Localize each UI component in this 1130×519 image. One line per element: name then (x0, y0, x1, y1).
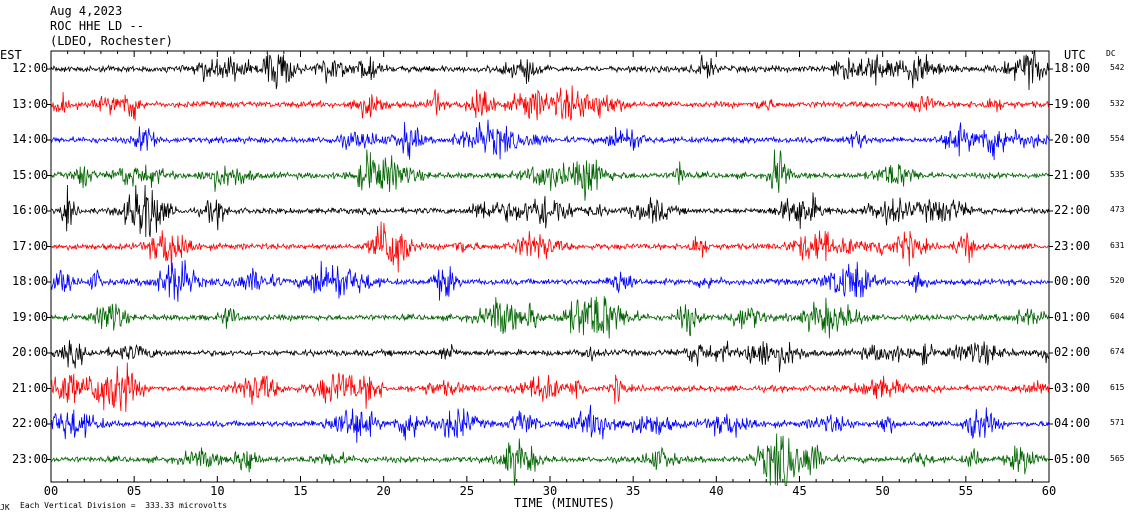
trace-line (50, 221, 1050, 273)
est-tick-label: 18:00 (12, 274, 49, 288)
utc-tick-label: 05:00 (1054, 451, 1091, 466)
trace-line (50, 362, 1050, 413)
trace-line (50, 433, 1050, 486)
trace-line (50, 340, 1050, 373)
trace-line (50, 296, 1050, 339)
est-tick-label: 15:00 (12, 167, 49, 182)
utc-tick-label: 04:00 (1054, 416, 1091, 430)
dc-value: 565 (1110, 453, 1125, 463)
dc-value: 674 (1110, 347, 1125, 356)
x-tick-label: 55 (958, 484, 974, 498)
trace-line (50, 184, 1050, 238)
utc-tick-label: 18:00 (1054, 61, 1091, 75)
footer-mark: JK (0, 503, 10, 512)
x-tick-label: 15 (293, 484, 308, 498)
dc-value: 571 (1110, 418, 1125, 427)
dc-value: 554 (1110, 134, 1125, 143)
dc-value: 520 (1110, 276, 1125, 285)
dc-value: 542 (1110, 63, 1125, 72)
trace-line (50, 85, 1050, 121)
utc-tick-label: 23:00 (1054, 238, 1091, 253)
header-network: (LDEO, Rochester) (50, 34, 173, 48)
dc-label: DC (1106, 49, 1116, 58)
utc-tick-label: 21:00 (1054, 167, 1091, 182)
x-axis-title: TIME (MINUTES) (514, 496, 616, 510)
plot-frame (50, 50, 1050, 483)
x-tick-label: 30 (542, 484, 558, 498)
dc-value: 473 (1110, 205, 1125, 214)
x-tick-label: 50 (875, 484, 890, 498)
utc-tick-label: 20:00 (1054, 132, 1091, 146)
x-tick-label: 60 (1041, 484, 1057, 498)
est-tick-label: 14:00 (12, 132, 49, 146)
est-tick-label: 12:00 (12, 61, 49, 75)
trace-line (50, 259, 1050, 302)
dc-value: 615 (1110, 382, 1125, 392)
est-tick-label: 19:00 (12, 309, 49, 324)
header-station: ROC HHE LD -- (50, 19, 144, 33)
dc-value: 631 (1110, 240, 1125, 250)
scale-note: Each Vertical Division = 333.33 microvol… (20, 501, 228, 510)
est-tick-label: 23:00 (12, 451, 49, 466)
utc-tick-label: 19:00 (1054, 96, 1091, 111)
x-tick-label: 20 (376, 484, 391, 498)
trace-line (50, 119, 1050, 161)
utc-tick-label: 22:00 (1054, 203, 1091, 217)
est-tick-label: 21:00 (12, 380, 49, 395)
utc-tick-label: 02:00 (1054, 345, 1091, 359)
x-tick-label: 25 (459, 484, 475, 498)
utc-tick-label: 01:00 (1054, 309, 1091, 324)
utc-tick-label: 00:00 (1054, 274, 1091, 288)
dc-value: 604 (1110, 311, 1125, 321)
est-tick-label: 22:00 (12, 416, 49, 430)
x-tick-label: 05 (126, 484, 142, 498)
dc-value: 535 (1110, 169, 1125, 179)
est-tick-label: 20:00 (12, 345, 49, 359)
est-tick-label: 16:00 (12, 203, 49, 217)
trace-line (50, 149, 1050, 201)
est-label: EST (0, 48, 22, 62)
utc-tick-label: 03:00 (1054, 380, 1091, 395)
utc-label: UTC (1064, 48, 1086, 62)
x-tick-label: 35 (625, 484, 641, 498)
dc-value: 532 (1110, 98, 1125, 108)
est-tick-label: 17:00 (12, 238, 49, 253)
x-tick-label: 00 (43, 484, 59, 498)
trace-line (50, 50, 1050, 91)
x-tick-label: 10 (210, 484, 225, 498)
x-tick-label: 45 (792, 484, 807, 498)
est-tick-label: 13:00 (12, 96, 49, 111)
x-tick-label: 40 (709, 484, 724, 498)
trace-line (50, 404, 1050, 443)
header-date: Aug 4,2023 (50, 4, 123, 18)
